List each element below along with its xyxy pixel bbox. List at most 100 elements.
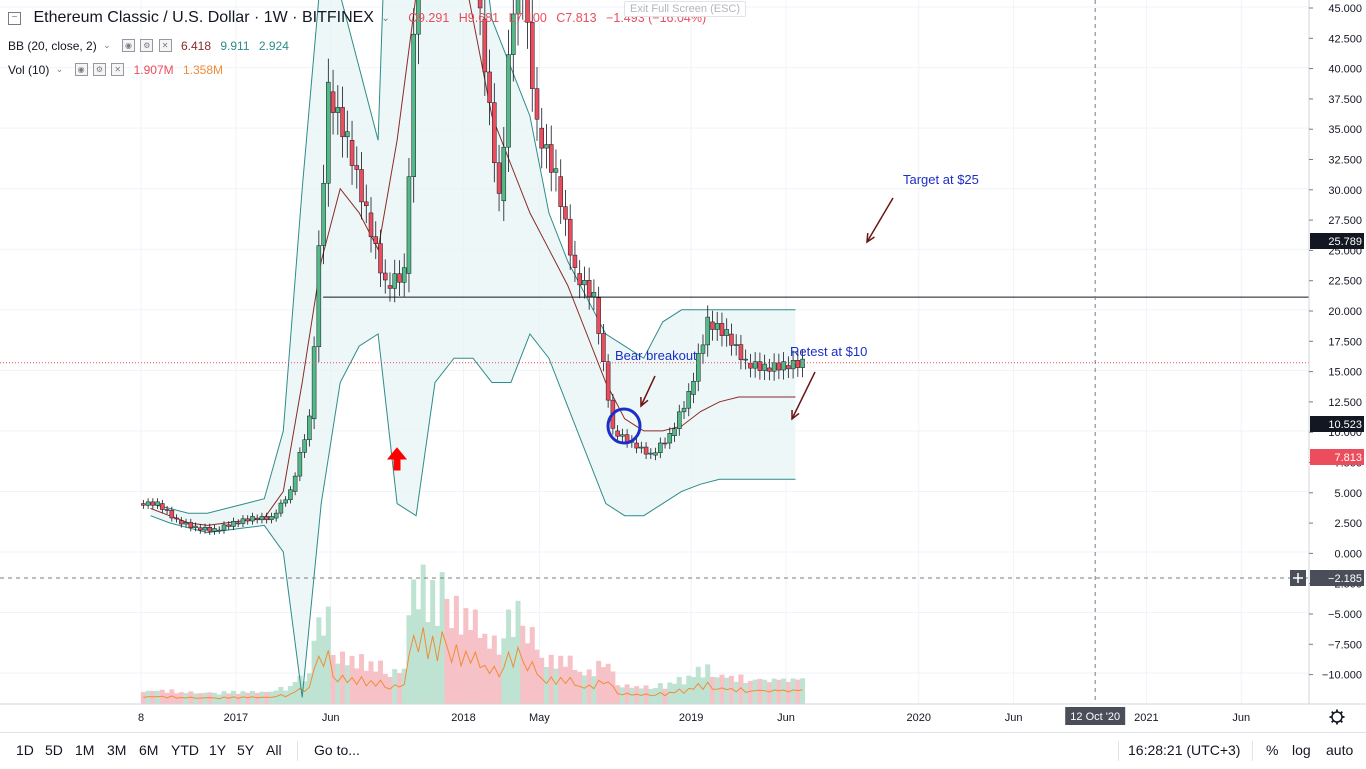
volume-bar [363, 670, 369, 704]
volume-bar [762, 679, 768, 704]
volume-bar [691, 677, 697, 704]
eye-icon[interactable]: ◉ [121, 39, 135, 53]
plus-icon[interactable] [1290, 570, 1306, 586]
arrow-retest[interactable] [791, 371, 816, 421]
volume-bar [733, 681, 739, 704]
price-tick-label: 17.500 [1328, 336, 1362, 348]
volume-bars [140, 564, 806, 704]
exit-fullscreen-button[interactable]: Exit Full Screen (ESC) [624, 1, 747, 17]
volume-bar [401, 668, 407, 704]
annotation-target[interactable]: Target at $25 [903, 172, 979, 187]
clock[interactable]: 16:28:21 (UTC+3) [1128, 742, 1241, 758]
chevron-down-icon[interactable]: ⌄ [55, 64, 64, 75]
arrow-target[interactable] [866, 197, 894, 244]
volume-bar [667, 682, 673, 704]
gear-icon[interactable]: ⚙ [92, 63, 106, 77]
candle [259, 512, 265, 524]
gear-icon[interactable] [1329, 709, 1345, 725]
candle [316, 230, 322, 363]
timeframe-1d[interactable]: 1D [16, 742, 34, 758]
candle-body [254, 517, 260, 521]
candle-body [591, 292, 597, 298]
chevron-down-icon[interactable]: ⌄ [381, 12, 390, 24]
candle [729, 323, 734, 356]
timeframe-ytd[interactable]: YTD [171, 742, 199, 758]
arrow-shaft [640, 375, 656, 407]
candle [278, 499, 284, 517]
bb-label[interactable]: BB (20, close, 2) [8, 38, 97, 53]
volume-bar [212, 692, 218, 704]
percent-scale-button[interactable]: % [1266, 742, 1279, 758]
candle [790, 350, 796, 379]
time-tick-label: 2018 [451, 712, 475, 724]
volume-bar [510, 636, 516, 704]
bollinger-legend: BB (20, close, 2) ⌄ ◉ ⚙ ✕ 6.418 9.911 2.… [8, 38, 289, 53]
gear-icon[interactable]: ⚙ [140, 39, 154, 53]
price-tick-label: 27.500 [1328, 215, 1362, 227]
volume-bar [643, 685, 649, 704]
candle-body [691, 380, 696, 395]
eye-icon[interactable]: ◉ [74, 63, 88, 77]
volume-bar [330, 654, 336, 704]
timeframe-5d[interactable]: 5D [45, 742, 63, 758]
candle-body [496, 162, 502, 194]
candle [648, 448, 654, 460]
volume-bar [515, 600, 521, 704]
candle-body [767, 367, 772, 372]
candle [297, 447, 303, 482]
volume-bar [178, 692, 184, 704]
symbol-title[interactable]: Ethereum Classic / U.S. Dollar · 1W · BI… [33, 9, 374, 26]
volume-bar [610, 671, 616, 704]
candle [786, 356, 791, 379]
volume-bar [221, 691, 227, 704]
timeframe-5y[interactable]: 5Y [237, 742, 255, 758]
candle-body [714, 323, 720, 330]
volume-bar [520, 625, 526, 704]
candle [264, 512, 269, 524]
candle-body [226, 524, 231, 527]
last-price-label: 7.813 [1310, 449, 1364, 465]
candle-body [273, 512, 279, 519]
collapse-icon[interactable]: − [8, 11, 21, 25]
timeframe-1y[interactable]: 1Y [209, 742, 227, 758]
goto-button[interactable]: Go to... [314, 742, 360, 758]
volume-bar [311, 640, 317, 704]
volume-bar [439, 572, 445, 704]
annotation-bear-breakout[interactable]: Bear breakout [615, 348, 697, 363]
timeframe-6m[interactable]: 6M [139, 742, 159, 758]
close-icon[interactable]: ✕ [111, 63, 125, 77]
timeframe-all[interactable]: All [266, 742, 282, 758]
volume-bar [268, 691, 274, 704]
volume-bar [316, 617, 322, 704]
candlesticks [141, 0, 805, 535]
red-arrow-marker[interactable] [386, 447, 408, 471]
log-scale-button[interactable]: log [1292, 742, 1311, 758]
timeframe-3m[interactable]: 3M [107, 742, 127, 758]
annotation-retest[interactable]: Retest at $10 [790, 344, 867, 359]
timeframe-1m[interactable]: 1M [75, 742, 95, 758]
close-icon[interactable]: ✕ [158, 39, 172, 53]
chevron-down-icon[interactable]: ⌄ [103, 40, 111, 51]
candle-body [530, 22, 535, 89]
candle-body [482, 18, 488, 73]
volume-bar [325, 606, 331, 704]
candle [643, 442, 649, 460]
vol-label[interactable]: Vol (10) [8, 62, 50, 77]
candle-body [198, 527, 203, 531]
candle-body [662, 442, 668, 445]
volume-bar [453, 595, 459, 704]
highlight-circle[interactable] [606, 407, 642, 445]
volume-bar [648, 688, 654, 704]
arrow-bear-breakout[interactable] [640, 375, 656, 408]
volume-bar [619, 687, 625, 704]
candle-body [506, 54, 511, 148]
volume-bar [558, 655, 564, 704]
price-tick-label: −7.500 [1328, 639, 1362, 651]
volume-bar [207, 692, 213, 704]
candle [781, 352, 786, 380]
auto-scale-button[interactable]: auto [1326, 742, 1354, 758]
time-tick-label: 2020 [907, 712, 931, 724]
candle-body [340, 107, 345, 138]
candle-body [534, 88, 540, 120]
